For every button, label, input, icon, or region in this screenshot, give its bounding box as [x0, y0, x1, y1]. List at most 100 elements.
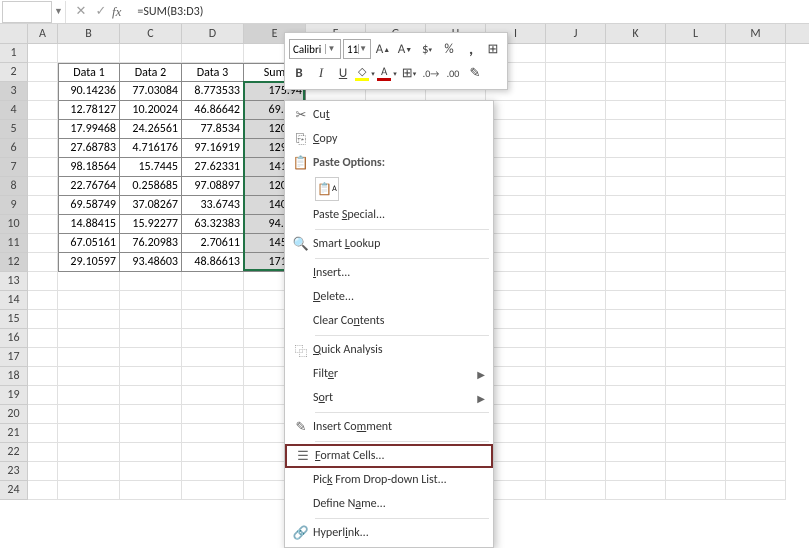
cell-M6[interactable]	[726, 139, 786, 158]
cell-I12[interactable]	[486, 253, 546, 272]
accept-formula-icon[interactable]: ✓	[92, 3, 110, 21]
cell-L18[interactable]	[666, 367, 726, 386]
row-header-5[interactable]: 5	[0, 120, 28, 139]
cell-J8[interactable]	[546, 177, 606, 196]
cell-I17[interactable]	[486, 348, 546, 367]
menu-insert[interactable]: Insert...	[285, 261, 493, 285]
cell-M22[interactable]	[726, 443, 786, 462]
col-header-M[interactable]: M	[726, 24, 786, 43]
percent-format-button[interactable]: %	[439, 39, 459, 59]
row-header-15[interactable]: 15	[0, 310, 28, 329]
row-header-20[interactable]: 20	[0, 405, 28, 424]
cell-A20[interactable]	[28, 405, 58, 424]
cell-L19[interactable]	[666, 386, 726, 405]
cell-I4[interactable]	[486, 101, 546, 120]
cell-D3[interactable]: 8.773533	[182, 82, 244, 101]
menu-paste-special[interactable]: Paste Special...	[285, 203, 493, 227]
cell-M21[interactable]	[726, 424, 786, 443]
cell-K3[interactable]	[606, 82, 666, 101]
row-header-2[interactable]: 2	[0, 63, 28, 82]
col-header-A[interactable]: A	[28, 24, 58, 43]
cell-A24[interactable]	[28, 481, 58, 500]
cell-L6[interactable]	[666, 139, 726, 158]
cell-L17[interactable]	[666, 348, 726, 367]
cell-D20[interactable]	[182, 405, 244, 424]
cell-D6[interactable]: 97.16919	[182, 139, 244, 158]
cell-I9[interactable]	[486, 196, 546, 215]
cell-M10[interactable]	[726, 215, 786, 234]
cell-L2[interactable]	[666, 63, 726, 82]
cell-A12[interactable]	[28, 253, 58, 272]
bold-button[interactable]: B	[289, 63, 309, 83]
cell-I20[interactable]	[486, 405, 546, 424]
cell-D1[interactable]	[182, 44, 244, 63]
row-header-17[interactable]: 17	[0, 348, 28, 367]
underline-button[interactable]: U	[333, 63, 353, 83]
row-header-11[interactable]: 11	[0, 234, 28, 253]
cell-L8[interactable]	[666, 177, 726, 196]
cell-K14[interactable]	[606, 291, 666, 310]
cell-M7[interactable]	[726, 158, 786, 177]
menu-define-name[interactable]: Define Name...	[285, 492, 493, 516]
row-header-21[interactable]: 21	[0, 424, 28, 443]
cell-M24[interactable]	[726, 481, 786, 500]
menu-quick-analysis[interactable]: ⿻Quick Analysis	[285, 338, 493, 362]
cell-D19[interactable]	[182, 386, 244, 405]
cell-K13[interactable]	[606, 272, 666, 291]
cell-K10[interactable]	[606, 215, 666, 234]
cell-K5[interactable]	[606, 120, 666, 139]
cell-B15[interactable]	[58, 310, 120, 329]
cell-D23[interactable]	[182, 462, 244, 481]
cell-A1[interactable]	[28, 44, 58, 63]
cell-J2[interactable]	[546, 63, 606, 82]
row-header-4[interactable]: 4	[0, 101, 28, 120]
cell-J15[interactable]	[546, 310, 606, 329]
cell-J16[interactable]	[546, 329, 606, 348]
format-table-button[interactable]: ⊞	[483, 39, 503, 59]
cell-D5[interactable]: 77.8534	[182, 120, 244, 139]
cell-K20[interactable]	[606, 405, 666, 424]
col-header-J[interactable]: J	[546, 24, 606, 43]
increase-font-button[interactable]: A▲	[373, 39, 393, 59]
cell-C9[interactable]: 37.08267	[120, 196, 182, 215]
cell-B3[interactable]: 90.14236	[58, 82, 120, 101]
cell-D22[interactable]	[182, 443, 244, 462]
fill-color-button[interactable]: ◇▾	[355, 63, 375, 83]
cell-M16[interactable]	[726, 329, 786, 348]
cell-K11[interactable]	[606, 234, 666, 253]
cell-C15[interactable]	[120, 310, 182, 329]
cell-I10[interactable]	[486, 215, 546, 234]
cell-A16[interactable]	[28, 329, 58, 348]
cell-D16[interactable]	[182, 329, 244, 348]
cell-L22[interactable]	[666, 443, 726, 462]
cell-C14[interactable]	[120, 291, 182, 310]
cell-M23[interactable]	[726, 462, 786, 481]
cell-I23[interactable]	[486, 462, 546, 481]
cell-C3[interactable]: 77.03084	[120, 82, 182, 101]
row-header-22[interactable]: 22	[0, 443, 28, 462]
cell-D12[interactable]: 48.86613	[182, 253, 244, 272]
cell-B17[interactable]	[58, 348, 120, 367]
cell-B19[interactable]	[58, 386, 120, 405]
cell-J24[interactable]	[546, 481, 606, 500]
cell-A19[interactable]	[28, 386, 58, 405]
menu-clear-contents[interactable]: Clear Contents	[285, 309, 493, 333]
cell-L23[interactable]	[666, 462, 726, 481]
cell-K16[interactable]	[606, 329, 666, 348]
cell-C21[interactable]	[120, 424, 182, 443]
cell-K9[interactable]	[606, 196, 666, 215]
col-header-D[interactable]: D	[182, 24, 244, 43]
cell-C7[interactable]: 15.7445	[120, 158, 182, 177]
cell-L13[interactable]	[666, 272, 726, 291]
cell-C24[interactable]	[120, 481, 182, 500]
menu-format-cells[interactable]: ☰Format Cells...	[285, 444, 493, 468]
cell-M8[interactable]	[726, 177, 786, 196]
row-header-7[interactable]: 7	[0, 158, 28, 177]
increase-decimal-button[interactable]: .0→	[421, 63, 441, 83]
cell-J4[interactable]	[546, 101, 606, 120]
cell-M5[interactable]	[726, 120, 786, 139]
accounting-format-button[interactable]: $ ▾	[417, 39, 437, 59]
cell-M17[interactable]	[726, 348, 786, 367]
cell-K18[interactable]	[606, 367, 666, 386]
cell-C1[interactable]	[120, 44, 182, 63]
